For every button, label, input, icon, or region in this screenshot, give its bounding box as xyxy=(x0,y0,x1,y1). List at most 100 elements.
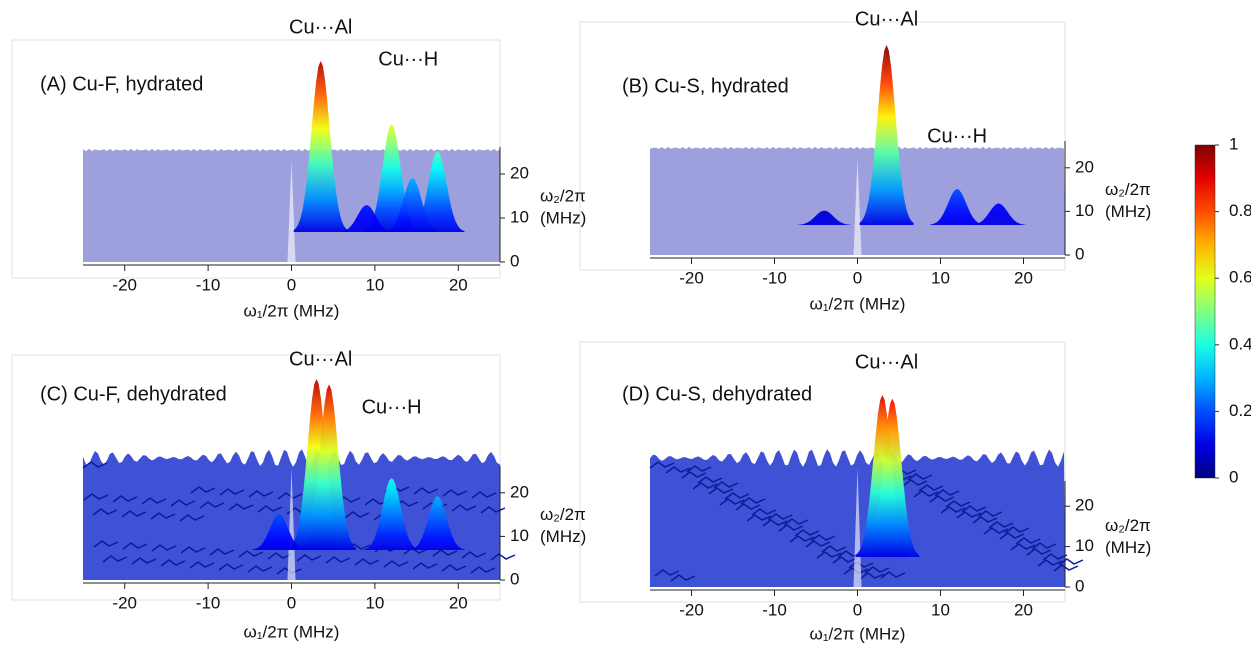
x-tick-label: 20 xyxy=(1014,268,1033,287)
surface-noise xyxy=(170,499,196,507)
surface-noise xyxy=(751,508,777,516)
surface-noise xyxy=(977,510,1003,518)
surface-noise xyxy=(151,544,177,552)
surface-noise xyxy=(1004,526,1030,534)
surface-noise xyxy=(1037,559,1063,567)
x-tick-label: 0 xyxy=(287,275,296,294)
surface-noise xyxy=(83,493,109,501)
peak xyxy=(339,205,394,232)
peak xyxy=(410,496,465,550)
colorbar-tick-label: 0 xyxy=(1229,467,1238,486)
x-tick-label: -10 xyxy=(196,275,221,294)
colorbar-tick-label: 0.8 xyxy=(1229,201,1251,220)
surface-noise xyxy=(112,495,138,503)
surface-noise xyxy=(92,508,118,516)
x-tick-label: 20 xyxy=(449,275,468,294)
colorbar-tick-label: 0.4 xyxy=(1229,334,1251,353)
surface-noise xyxy=(983,527,1009,535)
zero-notch xyxy=(287,160,296,262)
peak xyxy=(930,189,985,225)
surface-noise xyxy=(141,497,167,505)
surface-noise xyxy=(649,461,675,469)
surface-noise xyxy=(670,574,696,582)
surface-noise xyxy=(248,490,274,498)
surface-noise xyxy=(697,476,723,484)
y-axis-label: (MHz) xyxy=(540,208,586,227)
y-axis-label: (MHz) xyxy=(1105,202,1151,221)
y-tick-label: 0 xyxy=(510,251,519,270)
x-axis-label: ω₁/2π (MHz) xyxy=(810,294,906,313)
peak-annotation: Cu···H xyxy=(378,48,438,70)
surface-noise xyxy=(918,484,944,492)
surface-noise xyxy=(665,466,691,474)
surface-noise xyxy=(219,488,245,496)
surface-noise xyxy=(929,495,955,503)
surface-noise xyxy=(470,566,496,574)
peak-annotation: Cu···Al xyxy=(289,348,352,370)
surface-noise xyxy=(778,524,804,532)
colorbar-tick-label: 0.2 xyxy=(1229,401,1251,420)
surface-noise xyxy=(735,503,761,511)
surface-noise xyxy=(956,511,982,519)
peak xyxy=(410,151,465,232)
surface-noise xyxy=(131,557,157,565)
y-axis-label: ω₂/2π xyxy=(1105,180,1151,199)
surface-noise xyxy=(692,482,718,490)
surface-noise xyxy=(432,549,458,557)
peak xyxy=(865,398,920,557)
surface-noise xyxy=(209,548,235,556)
surface-noise xyxy=(713,481,739,489)
surface-noise xyxy=(238,550,264,558)
y-tick-label: 20 xyxy=(510,482,529,501)
surface-noise xyxy=(490,553,516,561)
y-tick-label: 10 xyxy=(1075,201,1094,220)
surface-noise xyxy=(934,489,960,497)
surface-noise xyxy=(122,542,148,550)
colorbar-tick-label: 0.6 xyxy=(1229,268,1251,287)
surface-noise xyxy=(940,506,966,514)
surface-noise xyxy=(864,566,890,574)
peak-annotation: Cu···Al xyxy=(855,351,918,373)
surface-noise xyxy=(654,569,680,577)
surface-noise xyxy=(403,547,429,555)
peak xyxy=(251,514,306,550)
surface-noise xyxy=(296,554,322,562)
surface-noise xyxy=(257,505,283,513)
y-axis-label: ω₂/2π xyxy=(1105,516,1151,535)
x-axis-label: ω₁/2π (MHz) xyxy=(244,301,340,320)
y-tick-label: 20 xyxy=(510,163,529,182)
y-axis-label: (MHz) xyxy=(540,527,586,546)
surface-noise xyxy=(179,514,205,522)
surface-noise xyxy=(859,572,885,580)
surface-noise xyxy=(160,559,186,567)
surface-noise xyxy=(740,497,766,505)
surface-noise xyxy=(412,562,438,570)
surface-noise xyxy=(999,532,1025,540)
surface-noise xyxy=(218,563,244,571)
y-axis-label: (MHz) xyxy=(1105,538,1151,557)
surface-noise xyxy=(199,501,225,509)
panel-title: (D) Cu-S, dehydrated xyxy=(622,383,812,405)
surface-noise xyxy=(471,491,497,499)
surface-noise xyxy=(719,498,745,506)
surface-noise xyxy=(762,519,788,527)
surface-noise xyxy=(746,514,772,522)
surface-noise xyxy=(121,510,147,518)
x-tick-label: 0 xyxy=(287,593,296,612)
x-axis-label: ω₁/2π (MHz) xyxy=(244,622,340,641)
x-tick-label: 20 xyxy=(1014,600,1033,619)
surface-noise xyxy=(794,529,820,537)
surface-noise xyxy=(190,486,216,494)
x-tick-label: -10 xyxy=(762,268,787,287)
surface-noise xyxy=(880,571,906,579)
panel-title: (B) Cu-S, hydrated xyxy=(622,75,789,97)
surface-noise xyxy=(1031,542,1057,550)
surface-noise xyxy=(832,556,858,564)
y-tick-label: 10 xyxy=(1075,536,1094,555)
surface-noise xyxy=(344,511,370,519)
y-tick-label: 10 xyxy=(510,526,529,545)
zero-notch xyxy=(853,468,862,587)
surface-noise xyxy=(247,565,273,573)
y-tick-label: 0 xyxy=(1075,244,1084,263)
